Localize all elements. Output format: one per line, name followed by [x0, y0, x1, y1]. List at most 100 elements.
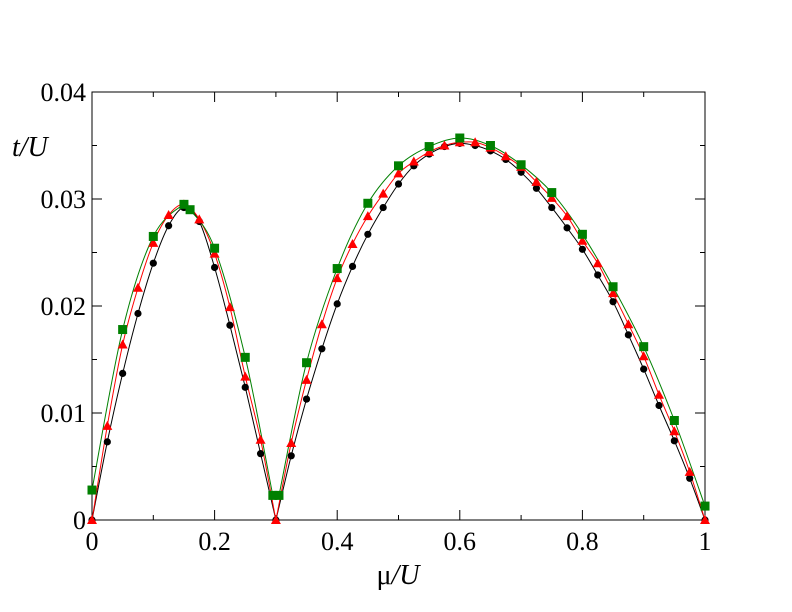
data-point-circle [241, 383, 249, 391]
data-point-circle [548, 203, 556, 212]
fit-curves [91, 137, 706, 521]
fit-curve [278, 137, 706, 507]
tick-labels: 0 0.2 0.4 0.6 0.8 1 0 0.01 0.02 0.03 0.04 [41, 78, 712, 556]
axis-ticks [91, 91, 706, 521]
data-point-triangle [700, 515, 710, 524]
data-point-square [547, 188, 557, 198]
data-point-triangle [163, 210, 174, 220]
data-point-triangle [684, 466, 695, 476]
data-point-circle [563, 224, 571, 232]
data-point-square [424, 142, 434, 152]
data-point-triangle [332, 273, 343, 283]
data-point-triangle [393, 168, 404, 178]
data-point-triangle [270, 515, 281, 524]
data-point-triangle [669, 426, 680, 436]
fit-curve [91, 207, 277, 521]
y-axis-label: t/U [12, 132, 50, 163]
data-point-square [577, 229, 587, 239]
fit-curve [275, 142, 706, 521]
data-point-triangle [623, 319, 634, 329]
data-point-triangle [316, 319, 327, 329]
data-point-square [148, 231, 158, 241]
y-tick-label: 0.03 [41, 185, 87, 214]
x-tick-label: 0.2 [198, 527, 231, 556]
data-point-square [179, 199, 189, 209]
x-axis-label-symbol: μ [376, 560, 391, 591]
x-axis-label-rest: /U [390, 560, 422, 591]
data-point-circle [119, 369, 127, 378]
data-point-triangle [638, 351, 649, 361]
data-point-circle [348, 262, 357, 271]
data-point-triangle [531, 176, 542, 186]
data-point-triangle [255, 434, 266, 444]
x-tick-label: 0.4 [321, 527, 354, 556]
data-point-square [455, 133, 465, 143]
data-point-circle [226, 321, 234, 329]
data-point-triangle [500, 151, 511, 161]
data-markers [87, 133, 710, 524]
data-point-triangle [408, 156, 419, 166]
data-point-square [639, 342, 649, 352]
x-axis-label: μ/U [376, 560, 421, 591]
x-tick-label: 0.6 [444, 527, 477, 556]
y-tick-label: 0.02 [41, 292, 87, 321]
data-point-triangle [608, 288, 619, 298]
data-point-circle [379, 203, 387, 212]
data-point-circle [624, 331, 632, 339]
x-tick-label: 0.8 [566, 527, 599, 556]
data-point-triangle [562, 211, 573, 221]
data-point-circle [134, 309, 142, 318]
data-point-triangle [194, 214, 205, 224]
data-point-square [274, 490, 284, 500]
data-point-triangle [117, 339, 128, 349]
data-point-triangle [102, 420, 113, 430]
data-point-circle [655, 401, 663, 410]
fit-curve [275, 141, 706, 521]
data-point-circle [318, 345, 326, 353]
data-point-square [516, 160, 526, 170]
data-point-square [332, 264, 342, 274]
data-point-square [118, 325, 128, 335]
data-point-triangle [87, 515, 97, 524]
data-point-circle [333, 300, 341, 308]
data-point-triangle [546, 192, 557, 202]
data-point-circle [670, 437, 678, 445]
data-point-square [240, 352, 250, 362]
data-point-triangle [132, 282, 143, 292]
data-point-circle [578, 245, 587, 253]
data-point-square [669, 415, 679, 425]
data-point-triangle [224, 302, 235, 312]
data-point-triangle [592, 258, 603, 268]
data-point-square [87, 485, 97, 495]
x-tick-label: 0 [86, 527, 99, 556]
data-point-triangle [209, 248, 220, 258]
fit-curve [91, 203, 277, 521]
data-point-triangle [424, 146, 435, 156]
data-point-triangle [362, 211, 373, 221]
data-point-square [210, 243, 220, 253]
data-point-square [700, 501, 710, 511]
data-point-circle [686, 474, 694, 482]
data-point-triangle [301, 374, 312, 384]
data-point-triangle [347, 238, 358, 248]
data-point-circle [364, 230, 372, 238]
x-tick-label: 1 [699, 527, 712, 556]
data-point-circle [532, 184, 541, 192]
data-point-circle [609, 298, 617, 306]
data-point-triangle [577, 235, 588, 245]
data-point-circle [211, 263, 219, 272]
data-point-circle [302, 395, 311, 403]
data-point-square [485, 141, 495, 150]
plot-area-frame [91, 91, 706, 521]
data-point-triangle [240, 371, 251, 381]
data-point-square [185, 205, 195, 215]
data-point-triangle [378, 188, 389, 198]
y-tick-label: 0.04 [41, 78, 87, 107]
data-point-triangle [148, 237, 159, 247]
data-point-circle [149, 259, 157, 267]
data-point-circle [103, 438, 111, 446]
data-point-circle [640, 365, 648, 373]
data-point-triangle [439, 140, 450, 150]
y-tick-label: 0 [73, 506, 86, 535]
